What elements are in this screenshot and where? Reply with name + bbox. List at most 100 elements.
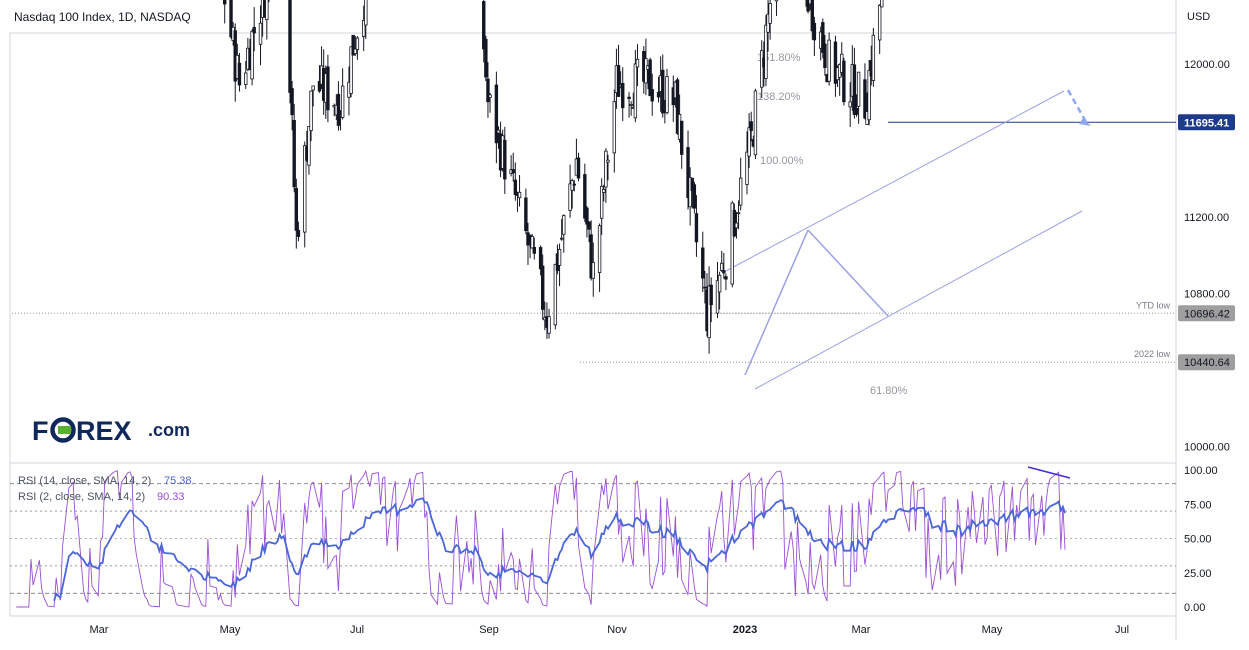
candle-body: [353, 48, 357, 54]
candle-body: [524, 197, 528, 232]
candle: [557, 243, 562, 287]
candle-body: [303, 145, 307, 233]
candle: [576, 152, 581, 182]
candle-body: [606, 159, 610, 163]
candle: [292, 103, 296, 193]
candle-body: [734, 222, 739, 229]
candle: [720, 250, 724, 272]
candle: [326, 54, 330, 123]
fib-label: 161.80%: [757, 52, 801, 64]
candle-body: [602, 189, 606, 193]
candle: [223, 0, 227, 24]
candle: [764, 15, 768, 87]
candle-body: [867, 70, 871, 121]
price-label-value: 10696.42: [1184, 308, 1230, 320]
candle: [612, 89, 617, 173]
candle: [768, 0, 772, 40]
candle: [730, 200, 734, 288]
candle: [736, 200, 741, 230]
candle: [260, 0, 265, 37]
rsi2-line: [16, 469, 1066, 608]
candle: [692, 181, 697, 214]
candle-body: [720, 262, 724, 271]
candle: [810, 0, 814, 40]
candle-body: [688, 177, 692, 208]
candle: [722, 252, 726, 279]
trend-up-line: [744, 229, 809, 376]
candle-body: [486, 78, 490, 103]
candle: [583, 163, 587, 223]
candle-body: [709, 284, 713, 306]
candle: [294, 178, 299, 249]
candle: [309, 90, 313, 142]
projection-arrow-line: [1066, 89, 1088, 123]
candle-body: [229, 0, 233, 38]
channel-lower-line: [754, 210, 1083, 390]
level-text-label: 2022 low: [1134, 349, 1171, 359]
candle-body: [511, 169, 515, 174]
candle: [252, 7, 256, 52]
rsi14-legend-label: RSI (14, close, SMA, 14, 2): [18, 475, 151, 487]
candle-body: [599, 185, 604, 219]
candle-body: [871, 34, 876, 81]
candle: [629, 101, 633, 116]
candle: [364, 0, 368, 39]
candle-body: [292, 120, 296, 188]
candle: [808, 0, 812, 11]
candle: [362, 5, 366, 52]
candle: [296, 221, 301, 242]
candle-body: [562, 215, 566, 235]
logo-letter-f: F: [32, 416, 49, 446]
candle-body: [503, 139, 507, 180]
candle: [734, 211, 739, 239]
candle: [715, 261, 720, 319]
candle-body: [288, 0, 292, 93]
candle-body: [294, 188, 299, 231]
fib-label: 138.20%: [757, 91, 801, 103]
candle: [532, 237, 536, 260]
axis-layer: 15200.0014400.0014000.0012800.0012400.00…: [90, 59, 1230, 636]
forex-logo: F REX .com: [32, 416, 190, 446]
candle-body: [808, 0, 812, 5]
candle-body: [532, 247, 536, 254]
candle-body: [880, 0, 884, 8]
logo-accent: [58, 426, 71, 434]
fib-label: 61.80%: [870, 385, 908, 397]
candle: [538, 245, 543, 276]
candle-body: [863, 79, 867, 119]
candle-body: [661, 69, 665, 114]
logo-suffix: .com: [148, 420, 190, 440]
level-text-label: YTD low: [1136, 300, 1171, 310]
candle-body: [852, 64, 857, 115]
candle-body: [656, 91, 661, 98]
candle-body: [877, 5, 882, 41]
candle: [650, 73, 654, 116]
candle: [488, 92, 492, 113]
candle-body: [355, 37, 360, 50]
candle: [665, 68, 669, 115]
currency-label: USD: [1187, 11, 1210, 23]
candle: [880, 0, 884, 8]
candle-body: [496, 129, 501, 134]
y-tick-label: 12000.00: [1184, 59, 1230, 71]
candle-body: [244, 72, 248, 85]
candle-body: [585, 207, 589, 225]
candle-body: [364, 0, 368, 26]
candle: [585, 206, 589, 238]
candle: [675, 77, 680, 135]
candle-body: [806, 0, 810, 12]
candle: [827, 32, 831, 86]
candle-body: [753, 90, 758, 156]
candle-body: [317, 80, 322, 92]
candle: [833, 35, 838, 97]
candle: [745, 131, 749, 195]
candle-body: [736, 212, 741, 215]
candle: [627, 92, 631, 118]
logo-o-icon: [50, 417, 76, 443]
candle: [307, 126, 311, 175]
candle: [749, 111, 753, 142]
candle: [648, 57, 652, 97]
candle: [717, 271, 722, 310]
candle: [591, 242, 595, 297]
